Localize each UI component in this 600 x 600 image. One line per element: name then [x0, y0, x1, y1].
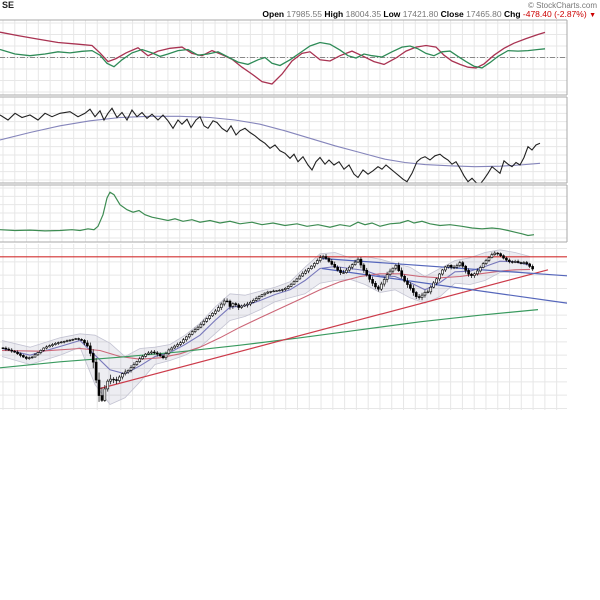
ratio-ma	[0, 115, 541, 168]
jdk-rs-mom	[0, 41, 546, 69]
panel-price	[0, 244, 567, 410]
ma-green	[0, 309, 539, 369]
panel-rrg	[0, 19, 568, 96]
volatility-line	[0, 191, 535, 237]
trendline-blue-lower	[321, 267, 567, 304]
jdk-rs-ratio	[0, 31, 546, 85]
panel-vix	[0, 184, 568, 243]
ratio-line	[0, 107, 541, 183]
panel-ratio	[0, 96, 568, 184]
